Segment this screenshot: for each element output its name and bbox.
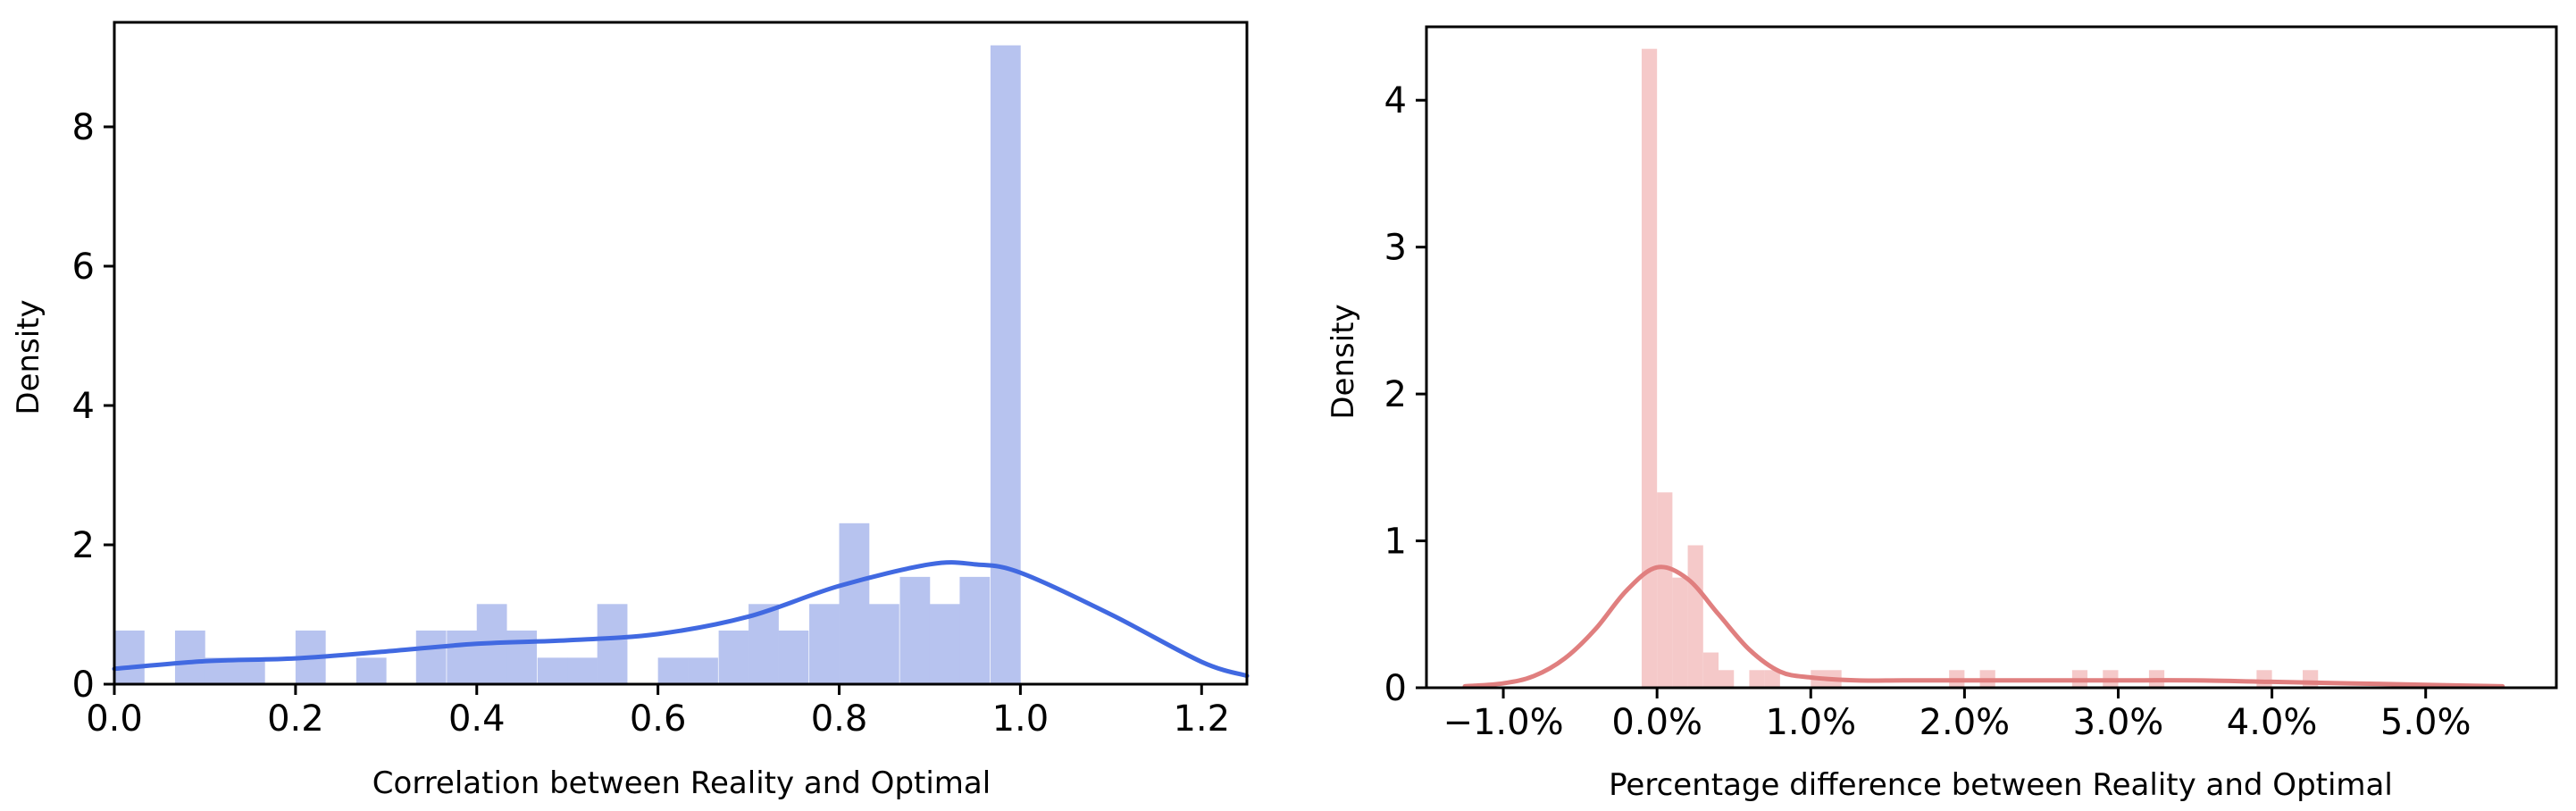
correlation-kde-curve (112, 560, 1250, 679)
correlation-x-axis-label: Correlation between Reality and Optimal (372, 765, 991, 801)
correlation-histogram-bar-15 (718, 630, 749, 684)
percentage-difference-x-axis-label: Percentage difference between Reality an… (1609, 767, 2393, 803)
correlation-x-tick-label: 0.8 (811, 698, 868, 740)
percentage-difference-histogram-bar-15 (2256, 670, 2272, 688)
correlation-x-tick-label: 1.2 (1173, 698, 1230, 740)
correlation-kde-line (112, 560, 1250, 679)
percentage-difference-y-tick-label: 3 (1384, 228, 1407, 269)
percentage-difference-histogram-bar-0 (1641, 48, 1658, 688)
correlation-x-tick-label: 0.4 (448, 698, 506, 740)
correlation-histogram-bar-0 (114, 630, 145, 684)
percentage-difference-kde-curve (1462, 564, 2505, 689)
correlation-histogram-bar-1 (174, 630, 205, 684)
correlation-histogram-bar-13 (657, 657, 689, 684)
percentage-difference-y-axis-label: Density (1326, 304, 1361, 419)
percentage-difference-histogram-bar-5 (1719, 670, 1735, 688)
percentage-difference-histogram-bars (1641, 48, 2319, 688)
percentage-difference-y-tick-label: 4 (1384, 80, 1407, 121)
percentage-difference-x-tick-label: 2.0% (1919, 702, 2011, 743)
percentage-difference-y-tick-label: 2 (1384, 374, 1407, 415)
percentage-difference-kde-line (1462, 564, 2505, 689)
correlation-histogram-bar-20 (868, 604, 899, 684)
correlation-histogram-bar-21 (899, 576, 931, 684)
percentage-difference-histogram-bar-1 (1657, 492, 1673, 688)
correlation-histogram-bar-19 (839, 523, 870, 684)
correlation-histogram-bar-5 (355, 657, 387, 684)
correlation-histogram-bar-24 (990, 45, 1021, 685)
percentage-difference-x-tick-label: 1.0% (1765, 702, 1856, 743)
correlation-y-tick-label: 8 (72, 107, 95, 148)
correlation-histogram-bar-6 (415, 630, 447, 684)
correlation-x-axis-ticks: 0.0 0.2 0.4 0.6 0.8 1.0 1.2 (86, 684, 1230, 740)
correlation-histogram-bar-14 (688, 657, 718, 684)
percentage-difference-plot-frame (1425, 25, 2558, 690)
correlation-y-tick-label: 0 (72, 665, 95, 706)
percentage-difference-histogram-bar-16 (2303, 670, 2319, 688)
percentage-difference-y-axis-ticks: 0 1 2 3 4 (1384, 80, 1426, 709)
percentage-difference-histogram-chart: −1.0% 0.0% 1.0% 2.0% 3.0% 4.0% 5.0% 0 1 2 3 4 Perc… (1326, 25, 2558, 803)
percentage-difference-histogram-bar-4 (1702, 652, 1719, 688)
percentage-difference-x-tick-label: 4.0% (2227, 702, 2318, 743)
percentage-difference-x-tick-label: 5.0% (2380, 702, 2471, 743)
percentage-difference-histogram-bar-7 (1764, 670, 1780, 688)
percentage-difference-histogram-bar-2 (1672, 577, 1688, 688)
percentage-difference-x-axis-ticks: −1.0% 0.0% 1.0% 2.0% 3.0% 4.0% 5.0% (1443, 688, 2471, 743)
correlation-x-tick-label: 1.0 (992, 698, 1050, 740)
correlation-x-tick-label: 0.0 (86, 698, 143, 740)
correlation-y-tick-label: 4 (72, 386, 95, 427)
correlation-histogram-bar-9 (506, 630, 538, 684)
correlation-plot-frame (113, 21, 1249, 686)
correlation-y-tick-label: 2 (72, 525, 95, 566)
correlation-histogram-chart: 0.0 0.2 0.4 0.6 0.8 1.0 1.2 0 2 4 6 8 Correlation … (11, 21, 1250, 801)
correlation-histogram-bar-11 (567, 657, 598, 684)
correlation-x-tick-label: 0.6 (630, 698, 687, 740)
correlation-histogram-bar-17 (778, 630, 809, 684)
percentage-difference-x-tick-label: 0.0% (1611, 702, 1702, 743)
percentage-difference-x-tick-label: −1.0% (1443, 702, 1563, 743)
percentage-difference-x-tick-label: 3.0% (2073, 702, 2164, 743)
correlation-histogram-bar-23 (959, 576, 991, 684)
percentage-difference-y-tick-label: 0 (1384, 668, 1407, 709)
percentage-difference-y-tick-label: 1 (1384, 522, 1407, 563)
correlation-y-axis-label: Density (11, 299, 46, 414)
correlation-histogram-bar-7 (447, 630, 478, 684)
correlation-histogram-bar-10 (537, 657, 568, 684)
correlation-y-tick-label: 6 (72, 247, 95, 288)
percentage-difference-histogram-bar-6 (1749, 670, 1765, 688)
percentage-difference-histogram-bar-3 (1687, 545, 1703, 688)
correlation-histogram-bar-22 (929, 604, 960, 684)
correlation-histogram-bar-12 (597, 604, 628, 684)
correlation-histogram-bar-18 (809, 604, 840, 684)
correlation-x-tick-label: 0.2 (267, 698, 324, 740)
correlation-y-axis-ticks: 0 2 4 6 8 (72, 107, 114, 706)
